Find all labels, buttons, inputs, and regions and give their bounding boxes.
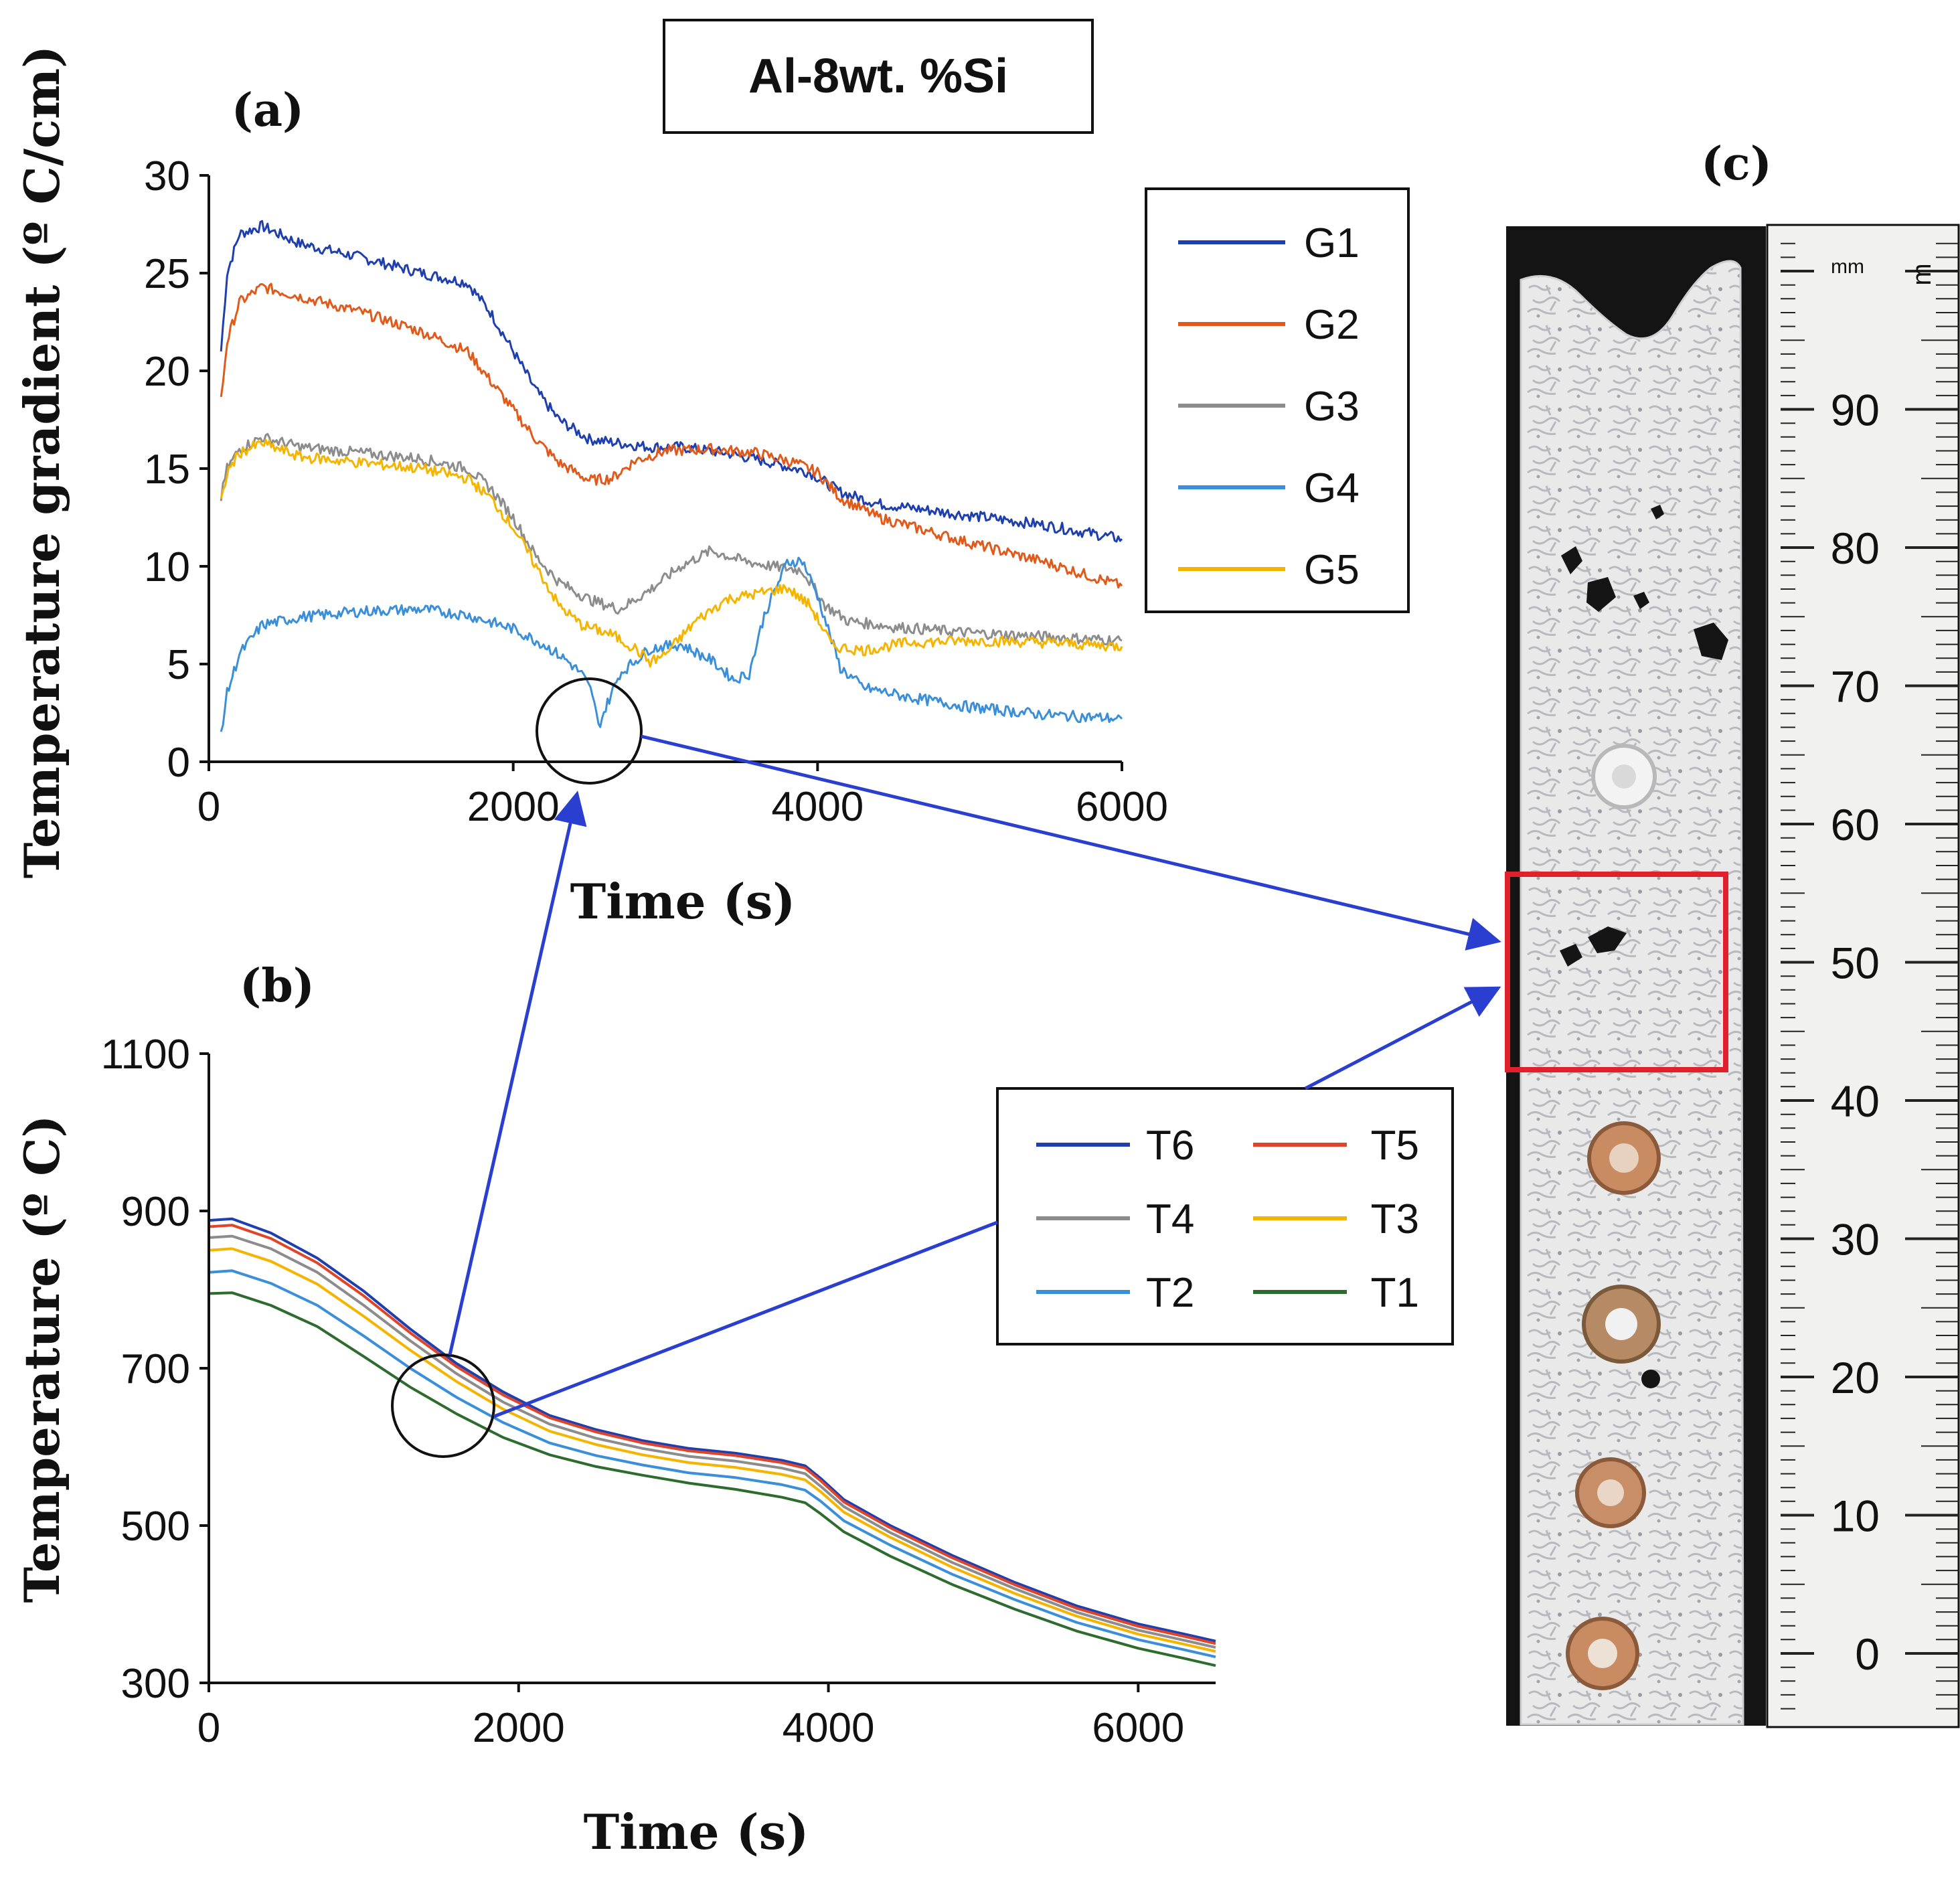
gradient-legend-items: G1 G2 G3 G4 G5 <box>1178 220 1360 593</box>
series-line-g3 <box>220 432 1123 647</box>
porosity-defects <box>1560 505 1728 1388</box>
thermocouple-holes <box>1566 744 1661 1690</box>
legend-label-g1: G1 <box>1304 220 1360 266</box>
a-x-tick-label: 6000 <box>1076 784 1168 830</box>
temperature-chart: 0 2000 4000 6000 300 500 700 900 1100 Time (s) T… <box>13 1032 1454 1860</box>
figure-title-box: Al-8wt. %Si <box>663 19 1094 134</box>
legend-label-g4: G4 <box>1304 465 1360 511</box>
series-line-g5 <box>220 438 1123 668</box>
temperature-series-group <box>208 1217 1216 1667</box>
ruler-side-label: m <box>1907 263 1937 285</box>
thermocouple-hole-3 <box>1575 1457 1646 1528</box>
ruler-number-label: 50 <box>1831 938 1880 988</box>
a-y-tick-label: 30 <box>144 153 190 199</box>
sample-photo-panel: 0 10 20 30 40 50 60 70 80 90 mm m <box>1505 224 1960 1728</box>
b-y-tick-label: 300 <box>121 1661 190 1707</box>
ruler-number-label: 70 <box>1831 662 1880 712</box>
gradient-legend: G1 G2 G3 G4 G5 <box>1145 187 1410 613</box>
temperature-highlight-circle <box>391 1354 495 1458</box>
legend-label-t1: T1 <box>1371 1270 1419 1316</box>
gradient-axes: 0 2000 4000 6000 0 5 10 15 20 25 30 <box>144 153 1168 830</box>
b-x-tick-label: 6000 <box>1092 1705 1184 1751</box>
panel-label-a: (a) <box>232 84 304 137</box>
annotation-arrows <box>448 734 1501 1418</box>
series-line-t5 <box>208 1224 1216 1645</box>
a-x-tick-label: 4000 <box>771 784 864 830</box>
ruler-number-label: 90 <box>1831 386 1880 435</box>
series-line-t6 <box>208 1217 1216 1643</box>
legend-label-g3: G3 <box>1304 384 1360 430</box>
temperature-x-axis-title: Time (s) <box>584 1803 809 1860</box>
ruler-number-label: 0 <box>1855 1629 1880 1679</box>
arrow-b-to-a <box>448 791 587 1356</box>
series-line-g1 <box>220 220 1123 543</box>
a-x-tick-label: 0 <box>197 784 220 830</box>
thermocouple-hole-top <box>1591 744 1657 809</box>
ruler-number-label: 60 <box>1831 800 1880 849</box>
ruler-number-label: 20 <box>1831 1353 1880 1402</box>
legend-label-t4: T4 <box>1146 1196 1194 1242</box>
gradient-series-group <box>220 220 1123 732</box>
b-y-tick-label: 1100 <box>101 1032 190 1078</box>
analysis-region-box <box>1505 872 1728 1072</box>
ruler-number-label: 80 <box>1831 523 1880 573</box>
ruler-unit-label: mm <box>1831 256 1864 278</box>
a-y-tick-label: 15 <box>144 446 190 493</box>
panel-label-c: (c) <box>1701 137 1772 191</box>
thermocouple-hole-4 <box>1566 1617 1639 1690</box>
series-line-t3 <box>208 1247 1216 1653</box>
ingot-specimen <box>1520 260 1744 1726</box>
a-y-tick-label: 5 <box>167 642 190 688</box>
ruler: 0 10 20 30 40 50 60 70 80 90 mm m <box>1766 224 1960 1728</box>
ruler-number-label: 30 <box>1831 1215 1880 1264</box>
legend-label-g5: G5 <box>1304 547 1360 593</box>
temperature-y-axis-title: Temperature (º C) <box>13 1115 70 1603</box>
a-y-tick-label: 0 <box>167 740 190 786</box>
ruler-tick-group: 0 10 20 30 40 50 60 70 80 90 <box>1781 242 1959 1710</box>
legend-label-t5: T5 <box>1371 1123 1419 1169</box>
ruler-number-label: 10 <box>1831 1491 1880 1541</box>
a-y-tick-label: 10 <box>144 544 190 590</box>
legend-label-t2: T2 <box>1146 1270 1194 1316</box>
b-x-tick-label: 0 <box>197 1705 220 1751</box>
a-x-tick-label: 2000 <box>467 784 560 830</box>
b-y-tick-label: 500 <box>121 1503 190 1550</box>
series-line-t2 <box>208 1269 1216 1659</box>
arrow-legend-to-c <box>1304 986 1501 1090</box>
legend-label-g2: G2 <box>1304 302 1360 348</box>
legend-label-t6: T6 <box>1146 1123 1194 1169</box>
a-y-tick-label: 25 <box>144 251 190 297</box>
b-y-tick-label: 900 <box>121 1189 190 1235</box>
a-y-tick-label: 20 <box>144 349 190 395</box>
arrow-b-to-legend <box>493 1220 998 1418</box>
b-x-tick-label: 2000 <box>473 1705 565 1751</box>
series-line-t4 <box>208 1234 1216 1649</box>
series-line-t1 <box>208 1291 1216 1667</box>
gradient-x-axis-title: Time (s) <box>570 873 796 930</box>
arrow-a-to-c <box>641 734 1501 951</box>
panel-label-b: (b) <box>240 959 315 1013</box>
b-y-tick-label: 700 <box>121 1346 190 1392</box>
gradient-y-axis-title: Temperature gradient (º C/cm) <box>13 46 70 878</box>
temperature-legend-items: T6 T5 T4 T3 T2 T1 <box>1036 1123 1419 1316</box>
thermocouple-hole-2 <box>1582 1285 1661 1364</box>
gradient-chart: 0 2000 4000 6000 0 5 10 15 20 25 30 Time (s) Tempe… <box>13 46 1410 930</box>
b-x-tick-label: 4000 <box>783 1705 875 1751</box>
figure-title: Al-8wt. %Si <box>748 50 1008 103</box>
series-line-g2 <box>220 282 1123 589</box>
temperature-axes: 0 2000 4000 6000 300 500 700 900 1100 <box>101 1032 1216 1751</box>
thermocouple-hole-1 <box>1587 1121 1661 1195</box>
legend-label-t3: T3 <box>1371 1196 1419 1242</box>
gradient-dip-highlight-circle <box>536 677 643 785</box>
ruler-number-label: 40 <box>1831 1076 1880 1126</box>
temperature-legend: T6 T5 T4 T3 T2 T1 <box>996 1087 1454 1345</box>
